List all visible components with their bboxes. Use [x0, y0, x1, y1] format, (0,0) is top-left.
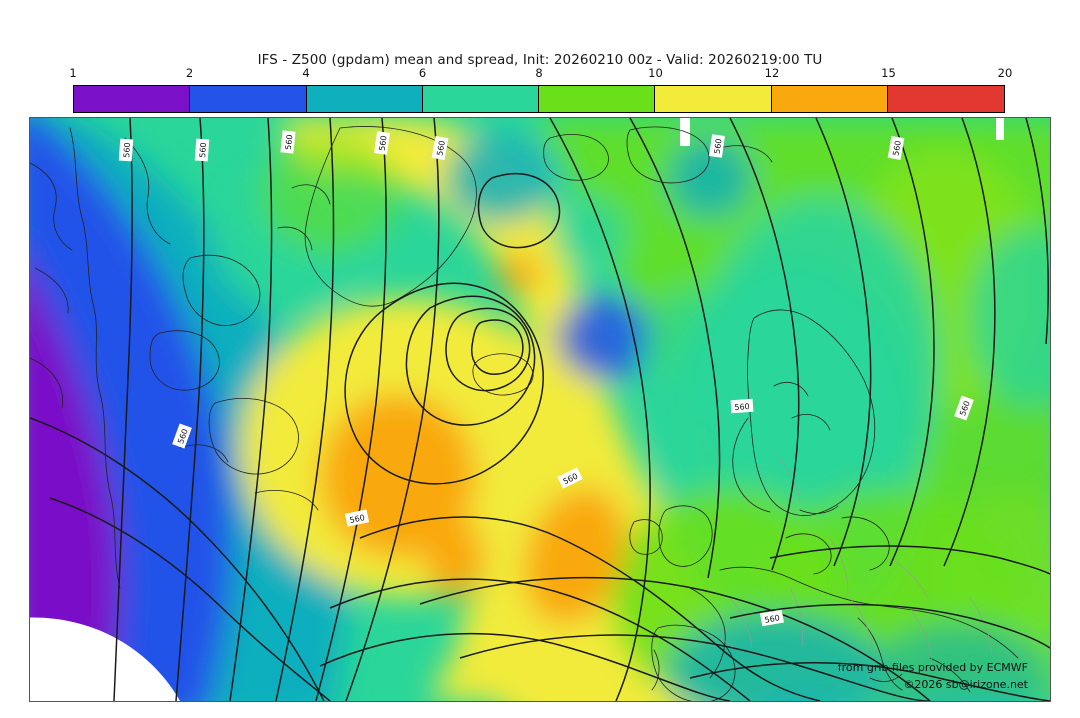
colorbar-tick-12: 12: [764, 66, 780, 80]
height-contours: [30, 118, 1050, 701]
svg-text:560: 560: [435, 140, 447, 157]
colorbar-segment-1-2: [74, 86, 191, 112]
svg-text:560: 560: [734, 402, 750, 412]
map-panel[interactable]: 560 560 560 560 560: [29, 117, 1051, 702]
colorbar-segment-8-10: [539, 86, 656, 112]
colorbar-segment-2-4: [190, 86, 307, 112]
colorbar-segment-15-20: [887, 86, 1004, 112]
spread-bands: [30, 118, 1050, 701]
colorbar-tick-10: 10: [648, 66, 663, 80]
svg-text:560: 560: [284, 134, 295, 150]
colorbar-tick-20: 20: [997, 66, 1013, 80]
colorbar-tick-labels: 1 2 4 6 8 10 12 15 20: [69, 66, 1012, 84]
colorbar-tick-8: 8: [535, 66, 543, 80]
contour-labels: 560 560 560 560 560: [118, 130, 974, 627]
colorbar-segment-12-15: [771, 86, 888, 112]
svg-text:560: 560: [713, 138, 724, 154]
coastlines: [30, 126, 1019, 701]
colorbar-segment-6-8: [422, 86, 539, 112]
colorbar-tick-4: 4: [302, 66, 310, 80]
svg-text:560: 560: [349, 513, 366, 525]
colorbar-segment-10-12: [655, 86, 772, 112]
svg-text:560: 560: [198, 142, 208, 158]
svg-text:560: 560: [764, 613, 781, 625]
chart-title: IFS - Z500 (gpdam) mean and spread, Init…: [257, 52, 823, 68]
colorbar-gradient: [73, 85, 1005, 113]
map-canvas[interactable]: 560 560 560 560 560: [30, 118, 1050, 701]
colorbar-tick-1: 1: [69, 66, 77, 80]
colorbar-tick-15: 15: [881, 66, 896, 80]
svg-text:560: 560: [122, 142, 132, 158]
colorbar-segment-4-6: [306, 86, 423, 112]
colorbar-tick-6: 6: [418, 66, 427, 80]
spread-field: [30, 118, 1050, 701]
svg-text:560: 560: [378, 135, 389, 151]
colorbar-tick-2: 2: [185, 66, 194, 80]
colorbar: 1 2 4 6 8 10 12 15 20: [69, 66, 1012, 113]
svg-text:560: 560: [891, 140, 903, 157]
